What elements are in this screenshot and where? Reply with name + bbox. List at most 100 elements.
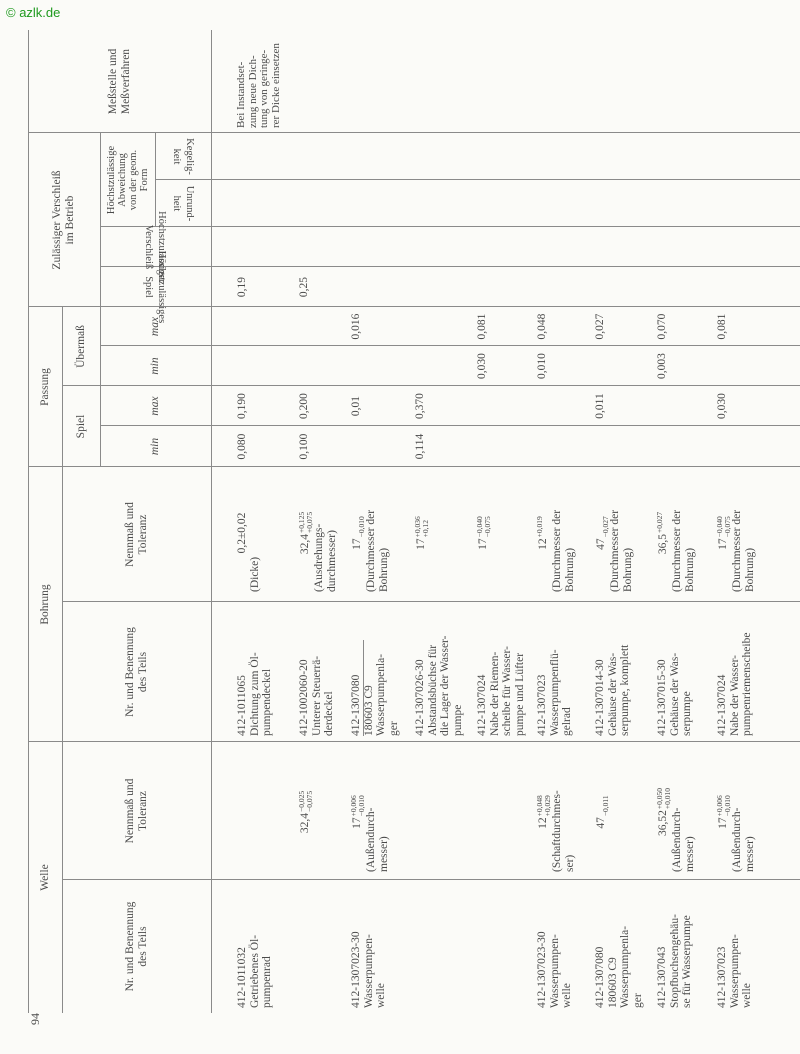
nennmass-base: 36,52 xyxy=(657,810,670,836)
nennmass-base: 17 xyxy=(477,538,490,550)
header-welle: Welle xyxy=(38,864,51,891)
nennmass-value: 32,4 +0,125 +0,075 xyxy=(297,474,314,592)
nennmass-note: (Durchmesser der Bohrung) xyxy=(731,509,756,592)
spiel-max-value: 0,200 xyxy=(298,393,310,419)
tolerance-lo xyxy=(664,512,672,533)
nennmass-note: (Außendurch- messer) xyxy=(671,807,696,872)
tolerance-lo: −0,010 xyxy=(722,795,732,817)
header-spiel-min: min xyxy=(149,437,161,456)
ue-min-value: 0,010 xyxy=(536,353,548,379)
tolerance: −0,010 xyxy=(350,516,366,538)
welle-nennmass: 17 +0,006 −0,010 (Außendurch- messer) xyxy=(349,752,390,872)
spiel-max-value: 0,370 xyxy=(414,393,426,419)
nennmass-base: 17 xyxy=(415,538,428,550)
welle-teil: 412-1307023 Wasserpumpen- welle xyxy=(716,934,753,1008)
tolerance-lo: −0,075 xyxy=(304,790,314,812)
bohrung-nennmass: 12 +0,019 (Durchmesser der Bohrung) xyxy=(535,474,576,592)
page-number: 94 xyxy=(28,1013,42,1025)
tolerance-lo xyxy=(544,516,552,537)
nennmass-note: (Durchmesser der Bohrung) xyxy=(671,509,696,592)
nennmass-value: 17 −0,010 xyxy=(350,474,365,592)
tolerance: +0,048 +0,029 xyxy=(535,795,552,817)
ue-max-value: 0,070 xyxy=(656,313,668,340)
bohrung-nennmass: 36,5 +0,027 (Durchmesser der Bohrung) xyxy=(655,474,696,592)
tolerance: +0,125 +0,075 xyxy=(297,512,314,533)
nennmass-note: (Schaftdurchmes- ser) xyxy=(551,790,576,872)
tolerance-lo: −0,010 xyxy=(356,795,366,817)
header-zulaessiger-verschleiss: Zulässiger Verschleiß im Betrieb xyxy=(51,170,76,270)
nennmass-note: (Außendurch- messer) xyxy=(731,807,756,872)
bohrung-teil: 412-1002060-20 Unterer Steuerrä- derdeck… xyxy=(298,655,335,736)
header-spiel-max: max xyxy=(149,396,161,416)
ue-max-value: 0,048 xyxy=(536,313,548,340)
tolerance: +0,050 +0,010 xyxy=(655,788,672,810)
tolerance-lo: −0,011 xyxy=(600,795,610,817)
nennmass-note: (Durchmesser der Bohrung) xyxy=(551,509,576,592)
bohrung-nennmass: 17 −0,040 −0,075 xyxy=(475,474,492,592)
nennmass-base: 12 xyxy=(537,538,550,550)
bohrung-teil: 412-1307024 Nabe der Wasser- pumpenrieme… xyxy=(716,632,753,736)
nennmass-value: 36,5 +0,027 xyxy=(655,474,672,592)
header-bohrung-nr: Nr. und Benennung des Teils xyxy=(123,627,149,717)
hs-value: 0,25 xyxy=(298,276,310,298)
welle-nennmass: 12 +0,048 +0,029 (Schaftdurchmes- ser) xyxy=(535,752,576,872)
watermark: © azlk.de xyxy=(6,5,61,20)
tolerance: −0,040 −0,075 xyxy=(715,516,732,538)
tolerance: +0,006 −0,010 xyxy=(715,795,732,817)
bohrung-nennmass: 47 −0,027 (Durchmesser der Bohrung) xyxy=(594,474,634,592)
bohrung-teil: 412-1307024 Nabe der Riemen- scheibe für… xyxy=(476,646,526,736)
welle-nennmass: 32,4 −0,025 −0,075 xyxy=(297,752,314,872)
tolerance: −0,011 xyxy=(594,795,610,817)
nennmass-value: 17 +0,006 −0,010 xyxy=(349,752,366,872)
messstelle-note: Bei Instandset- zung neue Dich- tung von… xyxy=(235,43,282,128)
spiel-min-value: 0,080 xyxy=(236,433,248,460)
ue-max-value: 0,081 xyxy=(476,313,488,340)
nennmass-base: 0,2±0,02 xyxy=(236,512,248,554)
nennmass-base: 47 xyxy=(595,538,608,550)
tolerance: +0,019 xyxy=(535,516,552,537)
bohrung-nennmass: 17 −0,010 (Durchmesser der Bohrung) xyxy=(350,474,390,592)
bohrung-teil: 412-1307026-30 Abstandsbüchse für die La… xyxy=(414,635,464,737)
header-bohrung-nennmass: Nennmaß und Toleranz xyxy=(123,502,149,567)
tolerance-lo: +0,010 xyxy=(662,788,672,810)
bohrung-teil: 412-1307014-30 Gehäuse der Was- serpumpe… xyxy=(594,644,631,736)
nennmass-note: (Durchmesser der Bohrung) xyxy=(609,509,634,592)
header-spiel: Spiel xyxy=(74,414,87,439)
spiel-max-value: 0,030 xyxy=(716,393,728,419)
welle-teil: 412-1307080 180603 C9 Wasserpumpenla- ge… xyxy=(594,925,644,1008)
tolerance-lo: −0,075 xyxy=(722,516,732,538)
tolerance-lo: −0,010 xyxy=(356,516,366,538)
bohrung-teil: 412-1011065 Dichtung zum Öl- pumpendecke… xyxy=(236,652,273,736)
nennmass-base: 17 xyxy=(351,538,364,550)
tolerance-lo: −0,027 xyxy=(600,516,610,538)
nennmass-note: (Außendurch- messer) xyxy=(365,807,390,872)
ue-min-value: 0,030 xyxy=(476,353,488,379)
bohrung-nennmass: 17 +0,036 +0,12 xyxy=(413,474,430,592)
spiel-min-value: 0,100 xyxy=(298,433,310,460)
nennmass-base: 17 xyxy=(351,817,364,829)
nennmass-value: 12 +0,019 xyxy=(535,474,552,592)
bohrung-nennmass: 0,2±0,02 (Dicke) xyxy=(236,474,261,592)
spiel-max-value: 0,190 xyxy=(236,393,248,419)
bohrung-teil: 412-1307015-30 Gehäuse der Was- serpumpe xyxy=(656,652,693,736)
welle-nennmass: 17 +0,006 −0,010 (Außendurch- messer) xyxy=(715,752,756,872)
tolerance-lo: +0,029 xyxy=(542,795,552,817)
header-unrundheit: Unrund- heit xyxy=(171,185,195,222)
header-uebermass-min: min xyxy=(149,357,161,375)
header-bottom-border xyxy=(211,30,212,1013)
tolerance: +0,006 −0,010 xyxy=(349,795,366,817)
welle-teil: 412-1307023-30 Wasserpumpen- welle xyxy=(350,931,387,1008)
nennmass-base: 12 xyxy=(537,817,550,829)
nennmass-base: 17 xyxy=(717,538,730,550)
tolerance: −0,027 xyxy=(594,516,610,538)
bohrung-teil: 412-1307023 Wasserpumpenflü- gelrad xyxy=(536,649,573,736)
nennmass-value: 47 −0,027 xyxy=(594,474,609,592)
header-messstelle: Meßstelle und Meßverfahren xyxy=(106,48,132,115)
column-divider xyxy=(155,179,800,180)
nennmass-value: 17 +0,006 −0,010 xyxy=(715,752,732,872)
tolerance-lo: −0,075 xyxy=(482,516,492,538)
spiel-max-value: 0,01 xyxy=(350,395,362,417)
nennmass-note: (Durchmesser der Bohrung) xyxy=(365,509,390,592)
nennmass-value: 32,4 −0,025 −0,075 xyxy=(297,752,314,872)
